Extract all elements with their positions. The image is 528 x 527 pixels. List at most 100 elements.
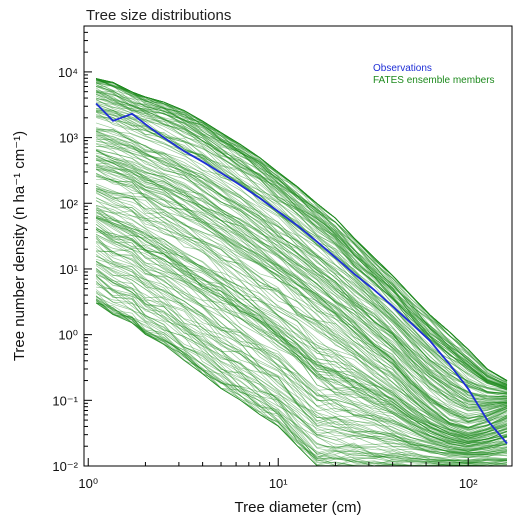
y-axis-label: Tree number density (n ha⁻¹ cm⁻¹) (11, 131, 28, 361)
ensemble-member-line (95, 217, 508, 438)
ensemble-member-line (95, 93, 508, 389)
ensemble-member-line (95, 211, 508, 433)
ensemble-member-line (95, 150, 508, 419)
ensemble-member-line (96, 148, 508, 408)
ensemble-member-line (95, 215, 508, 449)
ensemble-member-line (96, 164, 508, 419)
ensemble-member-line (95, 98, 508, 387)
ensemble-member-line (95, 111, 508, 398)
ensemble-member-line (96, 204, 508, 442)
ensemble-member-line (96, 169, 508, 429)
ensemble-member-line (96, 82, 508, 381)
ensemble-member-line (95, 176, 508, 430)
ensemble-member-line (95, 261, 508, 455)
ensemble-member-line (95, 172, 508, 429)
ensemble-member-line (95, 133, 508, 393)
ensemble-member-line (95, 255, 508, 447)
ensemble-member-line (96, 78, 508, 381)
ensemble-member-line (95, 283, 508, 453)
ensemble-member-line (96, 115, 508, 390)
ensemble-member-line (95, 207, 508, 443)
ensemble-member-line (95, 291, 508, 457)
ensemble-member-line (95, 78, 508, 381)
ensemble-member-line (95, 155, 508, 425)
ensemble-member-line (95, 241, 508, 443)
ensemble-member-line (96, 79, 508, 381)
ensemble-member-line (95, 302, 508, 466)
ensemble-member-line (96, 160, 508, 403)
ensemble-member-line (95, 208, 508, 437)
ensemble-member-line (96, 178, 508, 411)
ensemble-member-line (95, 111, 508, 395)
ensemble-member-line (96, 80, 508, 385)
ensemble-member-line (95, 207, 508, 444)
ensemble-member-line (96, 162, 508, 410)
ensemble-member-line (95, 270, 508, 457)
ensemble-member-line (95, 90, 508, 391)
ensemble-member-line (95, 302, 508, 466)
observations-line (95, 102, 508, 445)
ensemble-member-line (95, 245, 508, 444)
ensemble-member-line (95, 217, 508, 446)
ensemble-member-line (95, 298, 508, 465)
ensemble-member-line (96, 167, 508, 424)
ensemble-member-line (95, 190, 508, 431)
ensemble-member-line (96, 79, 508, 381)
ensemble-member-line (95, 216, 508, 444)
ensemble-member-line (95, 234, 508, 439)
ensemble-member-line (96, 129, 508, 398)
ensemble-member-line (95, 103, 508, 383)
ensemble-member-line (95, 197, 508, 435)
ensemble-member-line (96, 168, 508, 418)
ensemble-member-line (95, 175, 508, 436)
ensemble-member-line (96, 78, 508, 388)
ensemble-members (95, 78, 508, 466)
ensemble-member-line (95, 276, 508, 465)
ensemble-member-line (95, 281, 508, 466)
ensemble-member-line (96, 109, 508, 388)
ensemble-member-line (95, 150, 508, 409)
ensemble-member-line (95, 268, 508, 462)
ensemble-member-line (96, 140, 508, 408)
ensemble-member-line (95, 165, 508, 429)
ensemble-member-line (96, 128, 508, 403)
ensemble-member-line (95, 156, 508, 409)
ensemble-member-line (95, 117, 508, 387)
ensemble-member-line (96, 251, 508, 452)
ensemble-member-line (95, 130, 508, 395)
ensemble-member-line (95, 296, 508, 455)
ensemble-member-line (95, 299, 508, 462)
legend-observations: Observations (373, 63, 432, 74)
ensemble-member-line (96, 286, 508, 455)
ensemble-member-line (96, 86, 508, 381)
ensemble-member-line (95, 260, 508, 447)
ensemble-member-line (96, 139, 508, 405)
ensemble-member-line (96, 129, 508, 397)
ensemble-member-line (96, 79, 508, 381)
ensemble-member-line (96, 165, 508, 407)
ensemble-member-line (95, 256, 508, 451)
ensemble-member-line (95, 212, 508, 435)
ensemble-member-line (95, 227, 508, 442)
y-tick-label: 10³ (59, 131, 78, 146)
ensemble-member-line (95, 236, 508, 452)
ensemble-member-line (95, 211, 508, 437)
ensemble-member-line (95, 189, 508, 428)
ensemble-member-line (95, 228, 508, 437)
ensemble-member-line (95, 270, 508, 464)
ensemble-member-line (96, 90, 508, 384)
ensemble-member-line (96, 78, 508, 381)
ensemble-member-line (95, 260, 508, 454)
ensemble-member-line (95, 291, 508, 463)
ensemble-member-line (96, 114, 508, 394)
ensemble-member-line (95, 95, 508, 383)
ensemble-member-line (95, 78, 508, 388)
ensemble-member-line (95, 268, 508, 461)
ensemble-member-line (96, 78, 508, 381)
ensemble-member-line (95, 214, 508, 446)
x-tick-label: 10¹ (269, 476, 288, 491)
ensemble-member-line (96, 166, 508, 412)
ensemble-member-line (96, 135, 508, 404)
ensemble-member-line (95, 192, 508, 437)
